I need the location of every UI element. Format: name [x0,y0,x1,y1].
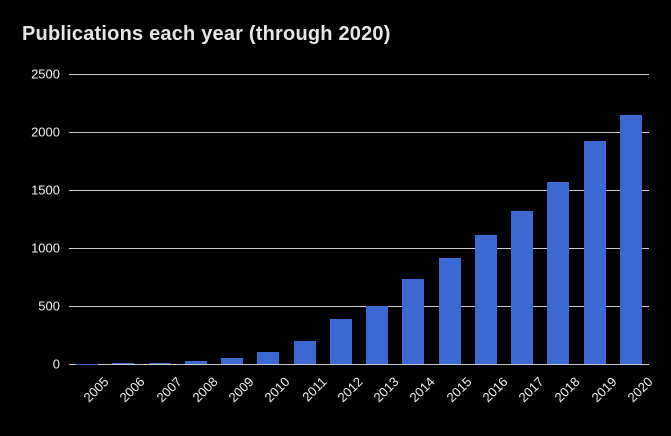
bar-2007 [148,362,171,364]
x-axis-tick-label: 2015 [443,374,475,406]
bar-2011 [293,341,316,364]
bar-2012 [329,318,352,364]
bar-2013 [366,306,389,364]
y-axis-tick-label: 500 [38,298,60,314]
bar-2008 [184,360,207,364]
gridline-2000 [69,132,649,133]
y-axis-tick-label: 0 [52,356,60,372]
x-axis-tick-label: 2010 [261,374,293,406]
gridline-500 [69,306,649,307]
x-axis-tick-label: 2008 [189,374,221,406]
gridline-0 [69,364,649,365]
bar-2020 [619,114,642,364]
x-axis-tick-label: 2007 [153,374,185,406]
gridline-1500 [69,190,649,191]
bar-2018 [547,182,570,364]
x-axis-tick-label: 2012 [334,374,366,406]
bar-2017 [511,210,534,364]
x-axis-tick-label: 2009 [225,374,257,406]
bar-2009 [221,358,244,364]
y-axis-tick-label: 2000 [31,124,60,140]
bar-2016 [474,234,497,364]
plot-area: 0 500 1000 1500 2000 2500 2005 2006 2007 2008 2009… [31,67,655,406]
y-axis-tick-label: 2500 [31,66,60,82]
bar-2015 [438,257,461,364]
y-axis-tick-label: 1000 [31,240,60,256]
x-axis-tick-label: 2018 [551,374,583,406]
bar-2019 [583,140,606,364]
x-axis-tick-label: 2005 [80,374,112,406]
gridline-1000 [69,248,649,249]
x-axis-tick-label: 2006 [116,374,148,406]
x-axis-tick-label: 2016 [479,374,511,406]
bar-2010 [257,352,280,364]
bar-2014 [402,279,425,364]
chart-title: Publications each year (through 2020) [22,23,391,45]
gridline-2500 [69,74,649,75]
x-axis-tick-label: 2020 [624,374,656,406]
x-axis-tick-label: 2013 [370,374,402,406]
bar-2006 [112,363,135,364]
x-axis-tick-label: 2017 [515,374,547,406]
y-axis-tick-label: 1500 [31,182,60,198]
x-axis-tick-label: 2014 [406,374,438,406]
x-axis-tick-label: 2019 [588,374,620,406]
x-axis-tick-label: 2011 [298,374,330,405]
